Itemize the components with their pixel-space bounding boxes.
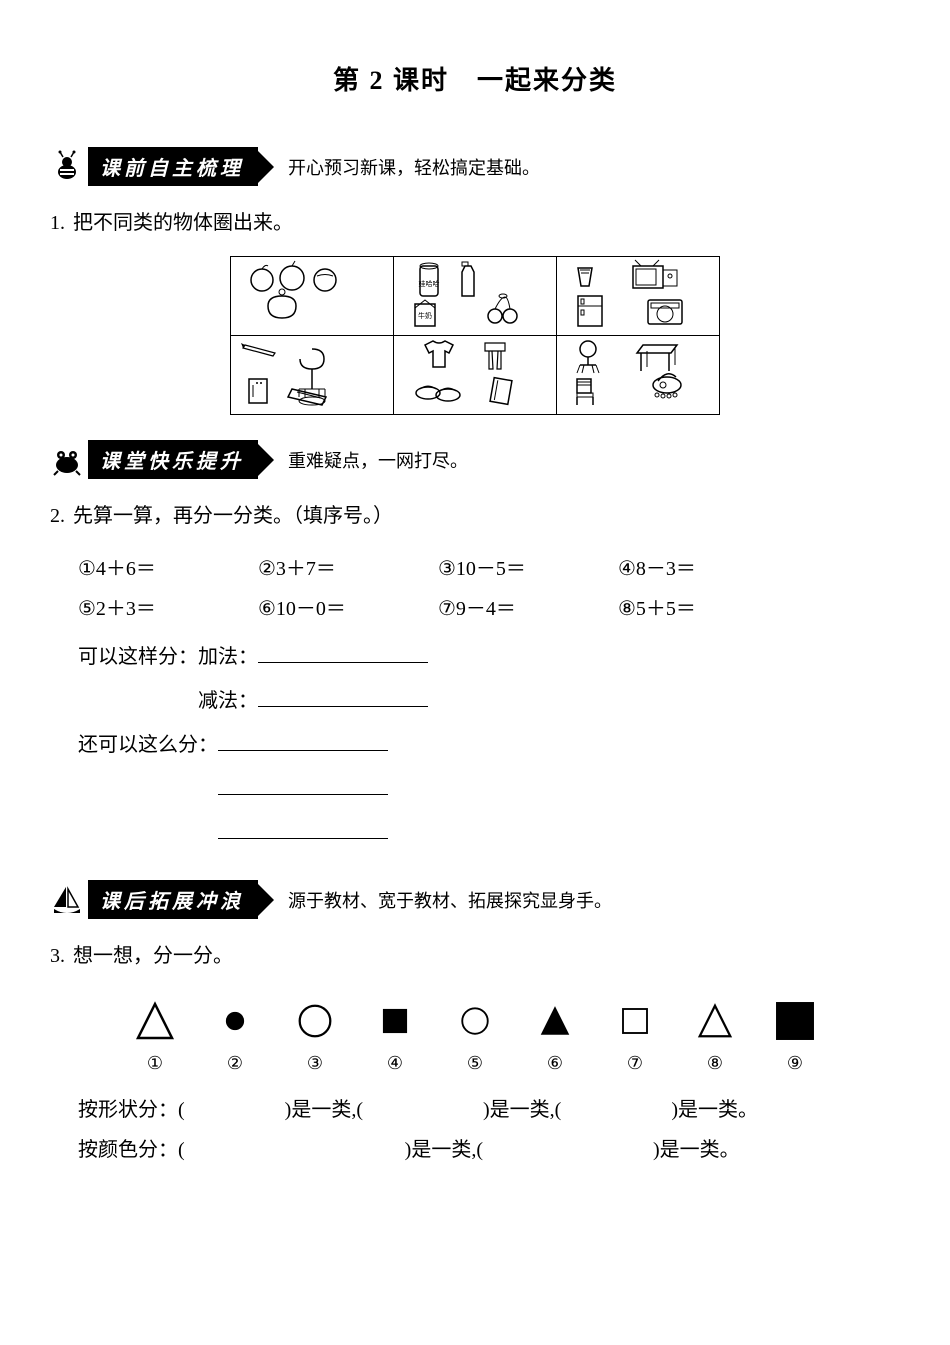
shapes-row: [50, 999, 900, 1043]
section-3-banner: 课后拓展冲浪: [88, 880, 274, 919]
shape-mid1: )是一类,(: [285, 1099, 363, 1121]
section-2-header: 课堂快乐提升 重难疑点，一网打尽。: [50, 440, 900, 479]
eq-3: ③10－5＝: [438, 549, 618, 589]
section-3-subtitle: 源于教材、宽于教材、拓展探究显身手。: [288, 887, 612, 913]
q3-number: 3.: [50, 937, 65, 975]
shape-label-1: ①: [133, 1053, 177, 1074]
section-1-banner-text: 课前自主梳理: [88, 147, 258, 186]
section-3-banner-text: 课后拓展冲浪: [88, 880, 258, 919]
banner-tail-icon: [258, 444, 274, 476]
blank-other-2[interactable]: [218, 772, 388, 795]
shape-label-3: ③: [293, 1053, 337, 1074]
cell-stationery: [231, 336, 394, 415]
q2-lines: 可以这样分：加法： 减法： 还可以这么分：: [78, 635, 900, 855]
line-other-label: 还可以这么分：: [78, 734, 218, 756]
blank-add[interactable]: [258, 640, 428, 663]
eq-1: ①4＋6＝: [78, 549, 258, 589]
frog-icon: [50, 443, 84, 477]
shape-label-8: ⑧: [693, 1053, 737, 1074]
q3-body: 想一想，分一分。: [73, 945, 233, 967]
color-pre: 按颜色分：(: [78, 1139, 185, 1161]
section-1-header: 课前自主梳理 开心预习新课，轻松搞定基础。: [50, 147, 900, 186]
shape-3: [293, 999, 337, 1043]
eq-2: ②3＋7＝: [258, 549, 438, 589]
shape-end: )是一类。: [671, 1099, 758, 1121]
shape-label-4: ④: [373, 1053, 417, 1074]
line-add-label: 可以这样分：加法：: [78, 646, 258, 668]
section-3-header: 课后拓展冲浪 源于教材、宽于教材、拓展探究显身手。: [50, 880, 900, 919]
blank-sub[interactable]: [258, 684, 428, 707]
bee-icon: [50, 150, 84, 184]
banner-tail-icon: [258, 884, 274, 916]
svg-text:牛奶: 牛奶: [418, 311, 432, 320]
q1-text: 1. 把不同类的物体圈出来。: [50, 204, 900, 242]
shape-label-6: ⑥: [533, 1053, 577, 1074]
banner-tail-icon: [258, 151, 274, 183]
cell-fruits: [231, 257, 394, 336]
shape-4: [373, 999, 417, 1043]
shape-label-2: ②: [213, 1053, 257, 1074]
shape-2: [213, 999, 257, 1043]
cell-clothes: [394, 336, 557, 415]
eq-row-1: ①4＋6＝ ②3＋7＝ ③10－5＝ ④8－3＝: [78, 549, 900, 589]
by-color-row: 按颜色分：( )是一类,( )是一类。: [78, 1130, 900, 1170]
section-2-subtitle: 重难疑点，一网打尽。: [288, 447, 468, 473]
cell-furniture: [557, 336, 720, 415]
shape-9: [773, 999, 817, 1043]
eq-7: ⑦9－4＝: [438, 589, 618, 629]
shape-1: [133, 999, 177, 1043]
page-title: 第 2 课时 一起来分类: [50, 60, 900, 97]
shape-5: [453, 999, 497, 1043]
q3-text: 3. 想一想，分一分。: [50, 937, 900, 975]
blank-other-3[interactable]: [218, 816, 388, 839]
eq-6: ⑥10－0＝: [258, 589, 438, 629]
q1-body: 把不同类的物体圈出来。: [73, 212, 293, 234]
shape-label-7: ⑦: [613, 1053, 657, 1074]
q2-text: 2. 先算一算，再分一分类。（填序号。）: [50, 497, 900, 535]
section-2-banner: 课堂快乐提升: [88, 440, 274, 479]
q1-number: 1.: [50, 204, 65, 242]
svg-text:娃哈哈: 娃哈哈: [419, 279, 440, 288]
shape-mid2: )是一类,(: [483, 1099, 561, 1121]
shape-pre: 按形状分：(: [78, 1099, 185, 1121]
by-shape-row: 按形状分：( )是一类,( )是一类,( )是一类。: [78, 1090, 900, 1130]
section-1-banner: 课前自主梳理: [88, 147, 274, 186]
cell-drinks: 娃哈哈 牛奶: [394, 257, 557, 336]
eq-5: ⑤2＋3＝: [78, 589, 258, 629]
sail-icon: [50, 883, 84, 917]
shape-label-9: ⑨: [773, 1053, 817, 1074]
color-mid: )是一类,(: [405, 1139, 483, 1161]
q2-body: 先算一算，再分一分类。（填序号。）: [73, 505, 393, 527]
q2-number: 2.: [50, 497, 65, 535]
shape-8: [693, 999, 737, 1043]
shape-label-5: ⑤: [453, 1053, 497, 1074]
shape-6: [533, 999, 577, 1043]
line-sub-label: 减法：: [198, 690, 258, 712]
section-1-subtitle: 开心预习新课，轻松搞定基础。: [288, 154, 540, 180]
cell-appliances: [557, 257, 720, 336]
color-end: )是一类。: [653, 1139, 740, 1161]
shape-7: [613, 999, 657, 1043]
eq-4: ④8－3＝: [618, 549, 798, 589]
blank-other-1[interactable]: [218, 728, 388, 751]
eq-row-2: ⑤2＋3＝ ⑥10－0＝ ⑦9－4＝ ⑧5＋5＝: [78, 589, 900, 629]
eq-8: ⑧5＋5＝: [618, 589, 798, 629]
section-2-banner-text: 课堂快乐提升: [88, 440, 258, 479]
labels-row: ① ② ③ ④ ⑤ ⑥ ⑦ ⑧ ⑨: [50, 1053, 900, 1074]
objects-grid: 娃哈哈 牛奶: [230, 256, 720, 415]
